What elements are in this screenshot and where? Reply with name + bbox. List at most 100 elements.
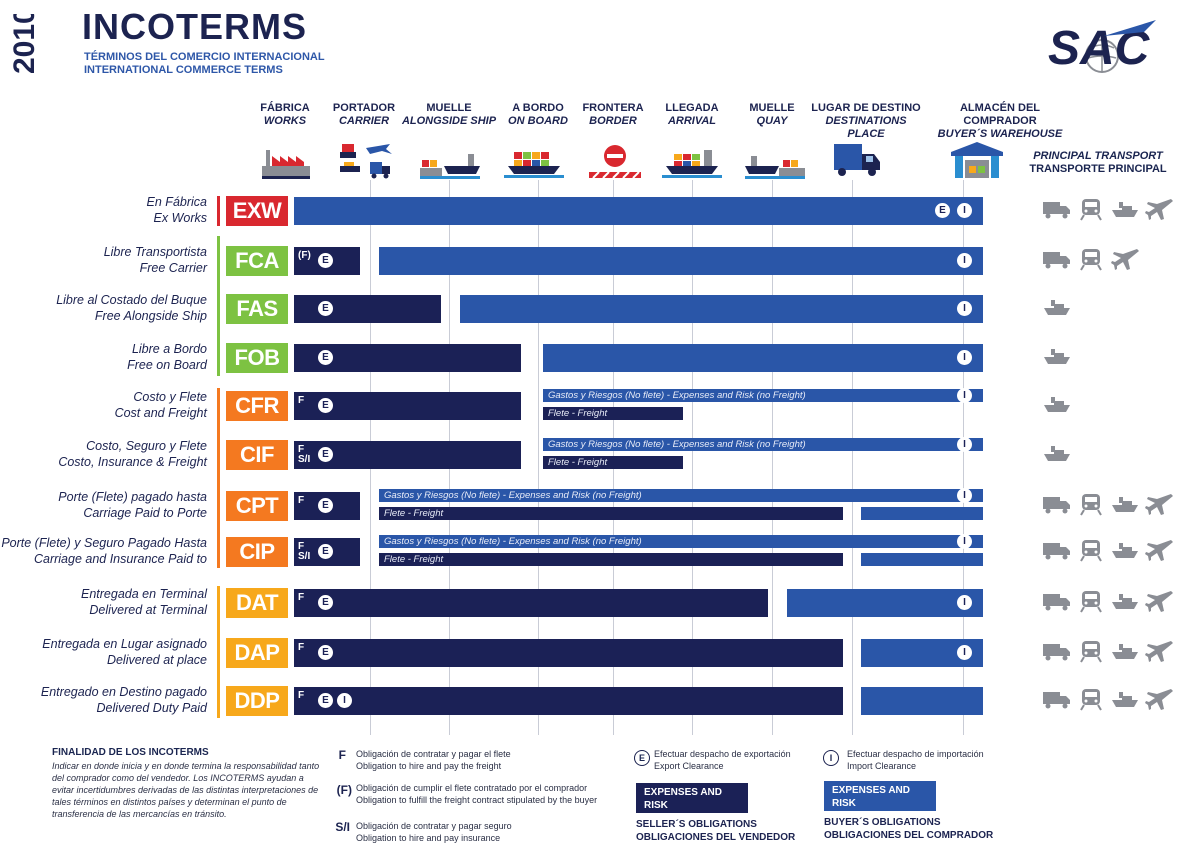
row-label-es: Entregada en Lugar asignado: [42, 637, 207, 651]
column-header-6: LLEGADA ARRIVAL: [637, 102, 747, 128]
column-header-8: LUGAR DE DESTINO DESTINATIONS PLACE: [811, 102, 921, 141]
legend-import: Efectuar despacho de importación Import …: [847, 748, 984, 772]
ship-icon: [1112, 644, 1138, 659]
ship-icon: [1112, 594, 1138, 609]
export-clearance-badge: E: [318, 301, 333, 316]
column-header-2: PORTADOR CARRIER: [309, 102, 419, 128]
train-icon: [1080, 494, 1102, 516]
column-header-es: FÁBRICA: [260, 102, 310, 114]
row-label-en: Free on Board: [127, 358, 207, 372]
export-clearance-badge: E: [318, 544, 333, 559]
group-bar-e: [217, 196, 220, 226]
legend-paren-f-en: Obligation to fulfill the freight contra…: [356, 795, 598, 805]
subtitle-es: TÉRMINOS DEL COMERCIO INTERNACIONAL: [84, 51, 325, 63]
column-header-7: MUELLE QUAY: [717, 102, 827, 128]
guide-line: [963, 180, 964, 735]
legend-sym-paren-f: (F): [336, 783, 352, 797]
buyer-bar: [379, 247, 983, 275]
plane-icon: [1145, 689, 1173, 710]
legend-buyer-box: EXPENSES AND RISK GASTOS Y RIESGOS: [824, 781, 936, 835]
ship-icon: [1112, 543, 1138, 558]
row-label-es: En Fábrica: [146, 195, 207, 209]
ship-icon: [1112, 497, 1138, 512]
buyer-box-en: EXPENSES AND RISK: [832, 785, 910, 809]
import-clearance-badge: I: [957, 253, 972, 268]
export-clearance-icon: E: [634, 750, 650, 766]
legend-export: Efectuar despacho de exportación Export …: [654, 748, 791, 772]
seller-bar: [294, 639, 843, 667]
legend-si-text: Obligación de contratar y pagar seguro O…: [356, 820, 512, 844]
incoterm-code-fob: FOB: [226, 343, 288, 373]
import-clearance-badge: I: [337, 693, 352, 708]
buyer-obl-en: BUYER´S OBLIGATIONS: [824, 817, 941, 828]
export-clearance-badge: E: [318, 253, 333, 268]
guide-line: [772, 180, 773, 735]
buyer-bar: [294, 197, 983, 225]
column-header-es: MUELLE: [426, 102, 472, 114]
carrier-icon: [340, 144, 392, 179]
row-label-en: Cost and Freight: [114, 406, 207, 420]
incoterm-code-fca: FCA: [226, 246, 288, 276]
column-header-en: BUYER´S WAREHOUSE: [937, 128, 1063, 140]
freight-mark: F: [298, 395, 305, 406]
row-label-en: Ex Works: [153, 211, 207, 225]
legend-sym-f: F: [338, 748, 346, 762]
column-header-9: ALMACÉN DEL COMPRADOR BUYER´S WAREHOUSE: [925, 102, 1075, 141]
freight-mark: F: [298, 541, 305, 552]
group-bar-f: [217, 236, 220, 376]
legend-buyer-obligations: BUYER´S OBLIGATIONS OBLIGACIONES DEL COM…: [824, 816, 993, 842]
column-header-en: ALONGSIDE SHIP: [401, 115, 497, 127]
import-clearance-badge: I: [957, 203, 972, 218]
warehouse-icon: [951, 142, 1003, 178]
column-header-en: ARRIVAL: [667, 115, 717, 127]
export-clearance-badge: E: [935, 203, 950, 218]
legend-text: Indicar en donde inicia y en donde termi…: [52, 761, 320, 819]
row-label-en: Carriage Paid to Porte: [83, 506, 207, 520]
import-clearance-badge: I: [957, 645, 972, 660]
buyer-bar: [861, 507, 983, 520]
export-clearance-badge: E: [318, 693, 333, 708]
expenses-risk-bar: Gastos y Riesgos (No flete) - Expenses a…: [379, 489, 983, 502]
truck-icon: [1043, 202, 1070, 219]
year-text: 2010: [8, 14, 41, 74]
incoterm-code-dap: DAP: [226, 638, 288, 668]
import-clearance-badge: I: [957, 437, 972, 452]
seller-obl-en: SELLER´S OBLIGATIONS: [636, 819, 757, 830]
ship-icon: [1044, 446, 1070, 461]
incoterm-code-cpt: CPT: [226, 491, 288, 521]
incoterm-code-dat: DAT: [226, 588, 288, 618]
row-label-es: Libre a Bordo: [131, 342, 207, 356]
truck-icon: [1043, 692, 1070, 709]
legend-paren-f-text: Obligación de cumplir el flete contratad…: [356, 782, 597, 806]
column-header-es: LUGAR DE DESTINO: [811, 102, 921, 114]
legend-f-text: Obligación de contratar y pagar el flete…: [356, 748, 511, 772]
import-clearance-badge: I: [957, 534, 972, 549]
legend-export-es: Efectuar despacho de exportación: [654, 749, 791, 759]
incoterm-code-fas: FAS: [226, 294, 288, 324]
sac-logo: SAC: [1048, 20, 1156, 74]
row-label-es: Entregado en Destino pagado: [40, 685, 207, 699]
row-label-en: Free Carrier: [139, 261, 207, 275]
import-clearance-badge: I: [957, 595, 972, 610]
freight-mark: F: [298, 444, 305, 455]
row-label-en: Delivered at place: [106, 653, 207, 667]
border-icon: [589, 145, 641, 179]
row-label-es: Libre al Costado del Buque: [56, 293, 207, 307]
row-label-cpt: Porte (Flete) pagado hasta Carriage Paid …: [0, 489, 207, 521]
train-icon: [1080, 641, 1102, 663]
row-label-fob: Libre a Bordo Free on Board: [0, 341, 207, 373]
seller-bar: [294, 687, 843, 715]
subtitle-en: INTERNATIONAL COMMERCE TERMS: [84, 64, 283, 76]
transport-header: PRINCIPAL TRANSPORT TRANSPORTE PRINCIPAL: [1028, 150, 1168, 176]
incoterm-code-cif: CIF: [226, 440, 288, 470]
transport-header-es: TRANSPORTE PRINCIPAL: [1029, 163, 1167, 175]
column-header-4: A BORDO ON BOARD: [483, 102, 593, 128]
train-icon: [1080, 689, 1102, 711]
train-icon: [1080, 591, 1102, 613]
legend-paren-f-es: Obligación de cumplir el flete contratad…: [356, 783, 588, 793]
quay-icon: [745, 156, 805, 179]
expenses-risk-bar: Gastos y Riesgos (No flete) - Expenses a…: [543, 389, 983, 402]
incoterm-code-exw: EXW: [226, 196, 288, 226]
freight-bar: Flete - Freight: [543, 407, 683, 420]
export-clearance-badge: E: [318, 595, 333, 610]
